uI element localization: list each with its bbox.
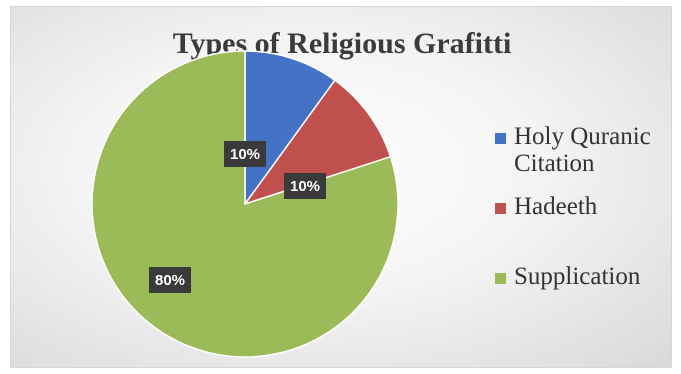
legend-item-hadeeth: Hadeeth: [495, 193, 597, 220]
legend-label-hadeeth: Hadeeth: [514, 193, 598, 220]
legend-label-line: Holy Quranic: [514, 123, 651, 150]
legend-swatch-hadeeth: [495, 203, 506, 214]
data-label-text: 10%: [230, 146, 260, 163]
legend-item-holy-quranic-citation: Holy Quranic Citation: [495, 123, 651, 177]
pie-chart: 10% 10% 80%: [91, 50, 399, 358]
legend-swatch-holy-quranic-citation: [495, 133, 506, 144]
data-label-box: [149, 267, 191, 293]
pie-slice-holy-quranic-citation: [244, 50, 336, 207]
data-label-holy-quranic-citation: 10%: [224, 141, 266, 167]
data-label-hadeeth: 10%: [284, 173, 326, 199]
data-label-text: 10%: [290, 178, 320, 195]
data-label-supplication: 80%: [149, 267, 191, 293]
data-label-text: 80%: [155, 272, 185, 289]
legend-item-supplication: Supplication: [495, 263, 640, 290]
pie-slice-hadeeth: [243, 79, 392, 206]
legend-swatch-supplication: [495, 273, 506, 284]
legend-label-holy-quranic-citation: Holy Quranic Citation: [514, 123, 651, 177]
legend-label-supplication: Supplication: [514, 263, 641, 290]
legend-label-line: Citation: [514, 150, 595, 177]
data-label-box: [224, 141, 266, 167]
chart-frame: Types of Religious Grafitti 10% 10% 80% Ho…: [10, 6, 672, 368]
data-label-box: [284, 173, 326, 199]
